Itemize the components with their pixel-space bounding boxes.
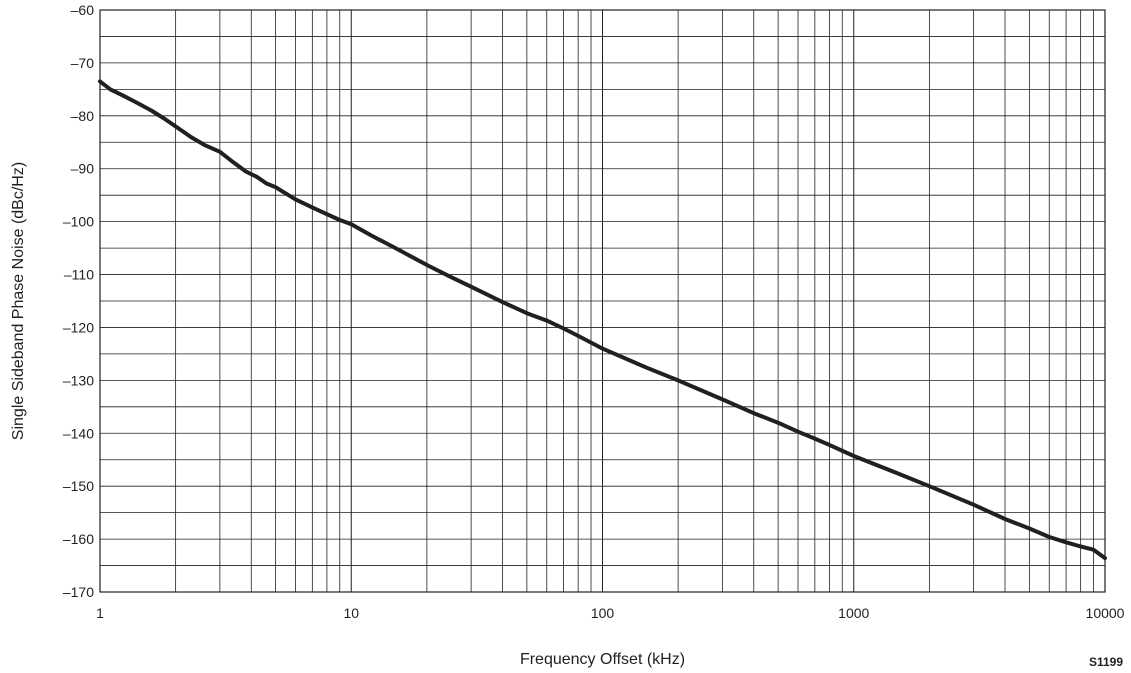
x-tick-label: 1000 xyxy=(838,605,869,621)
y-axis-title: Single Sideband Phase Noise (dBc/Hz) xyxy=(10,162,27,440)
y-tick-label: –160 xyxy=(63,531,94,547)
y-tick-label: –120 xyxy=(63,319,94,335)
y-tick-label: –90 xyxy=(71,161,95,177)
grid-lines xyxy=(99,9,1105,593)
phase-noise-curve xyxy=(98,79,1107,561)
plot-frame xyxy=(99,9,1106,593)
x-tick-label: 10 xyxy=(343,605,359,621)
y-tick-label: –80 xyxy=(71,108,95,124)
x-tick-label: 10000 xyxy=(1086,605,1125,621)
y-tick-label: –140 xyxy=(63,425,94,441)
y-tick-label: –110 xyxy=(64,267,94,283)
x-tick-label: 1 xyxy=(96,605,104,621)
x-axis-title: Frequency Offset (kHz) xyxy=(520,651,685,668)
x-tick-label: 100 xyxy=(591,605,615,621)
y-tick-label: –170 xyxy=(63,584,94,600)
y-tick-label: –60 xyxy=(71,2,95,18)
y-tick-label: –70 xyxy=(71,55,95,71)
y-tick-label: –130 xyxy=(63,372,94,388)
tick-labels: –60 –70 –80 –90 –100 –110 –120 –130 –140 –150 –160… xyxy=(63,2,1125,621)
y-tick-label: –150 xyxy=(63,478,94,494)
y-tick-label: –100 xyxy=(63,214,94,230)
figure-id-label: S1199 xyxy=(1089,655,1123,669)
